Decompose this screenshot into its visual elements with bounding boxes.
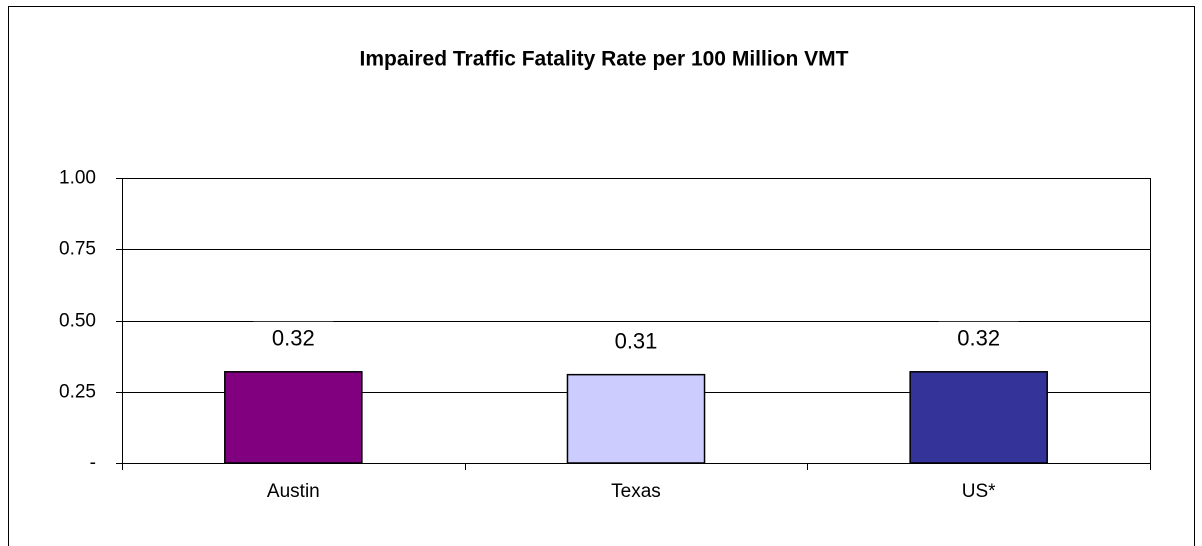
bar bbox=[909, 371, 1048, 464]
y-tick-label: 0.75 bbox=[59, 239, 96, 260]
y-tick-label: 0.25 bbox=[59, 382, 96, 403]
x-tick-label: Texas bbox=[611, 481, 661, 502]
data-label-bg bbox=[938, 321, 1019, 352]
chart-title: Impaired Traffic Fatality Rate per 100 M… bbox=[360, 48, 849, 71]
data-label: 0.32 bbox=[957, 326, 1000, 351]
y-tick-label: 1.00 bbox=[59, 168, 96, 189]
y-tick-label: - bbox=[90, 453, 96, 474]
x-tick-label: US* bbox=[962, 481, 996, 502]
data-label: 0.32 bbox=[272, 326, 315, 351]
x-tick-label: Austin bbox=[267, 481, 320, 502]
data-label: 0.31 bbox=[615, 328, 658, 353]
data-label-bg bbox=[253, 321, 334, 352]
data-label-bg bbox=[596, 324, 676, 355]
y-tick-label: 0.50 bbox=[59, 311, 96, 332]
bar bbox=[224, 371, 363, 464]
chart-frame bbox=[8, 6, 1195, 546]
bar bbox=[566, 373, 706, 464]
